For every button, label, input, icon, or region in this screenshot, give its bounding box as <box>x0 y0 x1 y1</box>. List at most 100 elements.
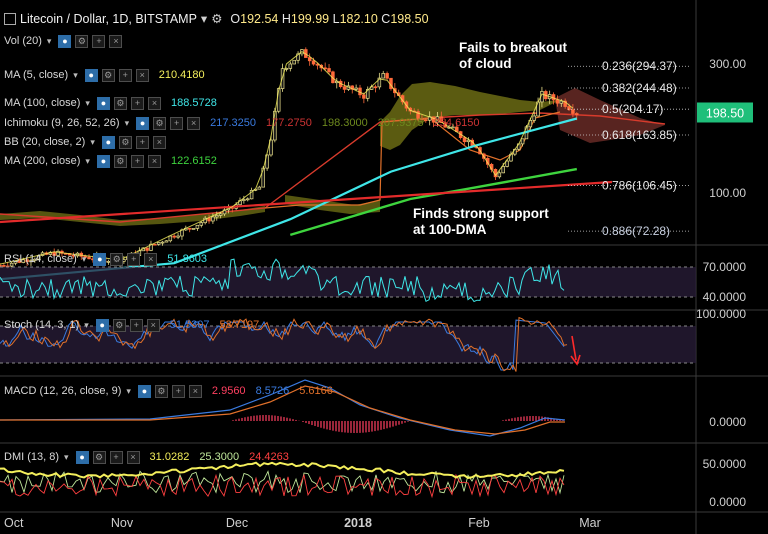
chevron-down-icon[interactable]: ▾ <box>85 156 90 166</box>
fib-level-label: 0.786(106.45) <box>602 179 677 193</box>
eye-icon[interactable]: ● <box>101 135 115 149</box>
annotation-line: Fails to breakout <box>459 40 568 55</box>
plus-icon[interactable]: + <box>135 135 149 149</box>
candle-body <box>377 77 382 88</box>
time-axis-tick: Oct <box>4 516 24 530</box>
chevron-down-icon[interactable]: ▾ <box>81 254 87 264</box>
time-axis-tick: Feb <box>468 516 490 530</box>
close-icon[interactable]: × <box>147 154 161 168</box>
chevron-down-icon[interactable]: ▾ <box>200 12 208 26</box>
plus-icon[interactable]: + <box>171 384 185 398</box>
dmi-axis-tick: 50.0000 <box>703 457 747 471</box>
time-axis-tick: 2018 <box>344 516 372 530</box>
candle-body <box>160 241 165 244</box>
settings-gear-icon[interactable]: ⚙ <box>112 318 126 332</box>
settings-gear-icon[interactable]: ⚙ <box>118 135 132 149</box>
chevron-down-icon[interactable]: ▾ <box>64 452 69 462</box>
indicator-label[interactable]: DMI (13, 8) <box>4 451 60 463</box>
close-icon[interactable]: × <box>147 96 161 110</box>
candle-body <box>164 240 169 243</box>
chevron-down-icon[interactable]: ▾ <box>124 118 130 128</box>
plus-icon[interactable]: + <box>118 68 132 82</box>
settings-gear-icon[interactable]: ⚙ <box>113 154 127 168</box>
indicator-legend[interactable]: MACD (12, 26, close, 9) ▾ ● ⚙ + × 2.9560 8.5726… <box>4 384 333 398</box>
collapse-icon[interactable] <box>4 12 16 25</box>
chevron-down-icon[interactable]: ▾ <box>126 386 131 396</box>
plus-icon[interactable]: + <box>92 34 106 48</box>
close-icon[interactable]: × <box>109 34 123 48</box>
chevron-down-icon[interactable]: ▾ <box>85 98 90 108</box>
indicator-value: 2.9560 <box>211 385 246 397</box>
indicator-label[interactable]: Stoch (14, 3, 1) <box>4 319 80 331</box>
indicator-label[interactable]: MA (200, close) <box>4 155 81 167</box>
indicator-legend[interactable]: MA (5, close) ▾ ● ⚙ + × 210.4180 <box>4 68 205 82</box>
plus-icon[interactable]: + <box>109 450 123 464</box>
candle-body <box>462 137 467 143</box>
close-icon[interactable]: × <box>126 450 140 464</box>
indicator-label[interactable]: Vol (20) <box>4 35 42 47</box>
indicator-legend[interactable]: DMI (13, 8) ▾ ● ⚙ + × 31.0282 25.3000 24.4263 <box>4 450 289 464</box>
ohlc-high: 199.99 <box>290 11 330 26</box>
settings-gear-icon[interactable]: ⚙ <box>211 12 223 26</box>
eye-icon[interactable]: ● <box>95 318 109 332</box>
chevron-down-icon[interactable]: ▾ <box>90 137 95 147</box>
settings-gear-icon[interactable]: ⚙ <box>75 34 89 48</box>
plus-icon[interactable]: + <box>127 252 141 266</box>
settings-gear-icon[interactable]: ⚙ <box>153 116 167 130</box>
settings-gear-icon[interactable]: ⚙ <box>92 450 106 464</box>
candle-body <box>567 106 571 111</box>
indicator-label[interactable]: MACD (12, 26, close, 9) <box>4 385 122 397</box>
settings-gear-icon[interactable]: ⚙ <box>110 252 124 266</box>
indicator-label[interactable]: BB (20, close, 2) <box>4 136 86 148</box>
plus-icon[interactable]: + <box>129 318 143 332</box>
eye-icon[interactable]: ● <box>137 384 151 398</box>
eye-icon[interactable]: ● <box>96 154 110 168</box>
candle-body <box>87 256 91 260</box>
indicator-legend[interactable]: Vol (20) ▾ ● ⚙ + × <box>4 34 123 48</box>
plus-icon[interactable]: + <box>130 96 144 110</box>
close-icon[interactable]: × <box>152 135 166 149</box>
close-icon[interactable]: × <box>135 68 149 82</box>
candle-body <box>56 250 60 256</box>
candle-body <box>176 235 180 238</box>
eye-icon[interactable]: ● <box>93 252 107 266</box>
chevron-down-icon[interactable]: ▾ <box>73 70 78 80</box>
settings-gear-icon[interactable]: ⚙ <box>154 384 168 398</box>
plus-icon[interactable]: + <box>130 154 144 168</box>
indicator-legend[interactable]: BB (20, close, 2) ▾ ● ⚙ + × <box>4 135 166 149</box>
indicator-value: 177.2750 <box>265 117 312 129</box>
eye-icon[interactable]: ● <box>96 96 110 110</box>
eye-icon[interactable]: ● <box>58 34 72 48</box>
indicator-value: 8.5726 <box>255 385 290 397</box>
candle-body <box>555 99 560 104</box>
indicator-legend[interactable]: Stoch (14, 3, 1) ▾ ● ⚙ + × 51.5307 53.7197 <box>4 318 259 332</box>
close-icon[interactable]: × <box>188 384 202 398</box>
indicator-label[interactable]: Ichimoku (9, 26, 52, 26) <box>4 117 120 129</box>
rsi-axis-tick: 40.0000 <box>703 290 747 304</box>
chevron-down-icon[interactable]: ▾ <box>46 36 52 46</box>
chart-title[interactable]: Litecoin / Dollar, 1D, BITSTAMP <box>20 11 197 26</box>
plus-icon[interactable]: + <box>170 116 184 130</box>
indicator-label[interactable]: MA (100, close) <box>4 97 81 109</box>
indicator-legend[interactable]: MA (100, close) ▾ ● ⚙ + × 188.5728 <box>4 96 217 110</box>
indicator-legend[interactable]: Ichimoku (9, 26, 52, 26) ▾ ● ⚙ + × 217.3250 177… <box>4 116 480 130</box>
chart-title-bar: Litecoin / Dollar, 1D, BITSTAMP ▾ ⚙ O192… <box>4 11 429 26</box>
eye-icon[interactable]: ● <box>136 116 150 130</box>
chevron-down-icon[interactable]: ▾ <box>84 320 89 330</box>
settings-gear-icon[interactable]: ⚙ <box>113 96 127 110</box>
close-icon[interactable]: × <box>144 252 158 266</box>
indicator-label[interactable]: RSI (14, close) <box>4 253 77 265</box>
indicator-value: 51.5307 <box>169 319 210 331</box>
eye-icon[interactable]: ● <box>75 450 89 464</box>
close-icon[interactable]: × <box>146 318 160 332</box>
eye-icon[interactable]: ● <box>84 68 98 82</box>
annotation-line: of cloud <box>459 56 512 71</box>
settings-gear-icon[interactable]: ⚙ <box>101 68 115 82</box>
ohlc-low: 182.10 <box>339 11 378 26</box>
candle-body <box>424 119 428 122</box>
indicator-legend[interactable]: RSI (14, close) ▾ ● ⚙ + × 51.8603 <box>4 252 207 266</box>
close-icon[interactable]: × <box>187 116 201 130</box>
candle-body <box>211 216 215 222</box>
indicator-label[interactable]: MA (5, close) <box>4 69 69 81</box>
indicator-legend[interactable]: MA (200, close) ▾ ● ⚙ + × 122.6152 <box>4 154 217 168</box>
